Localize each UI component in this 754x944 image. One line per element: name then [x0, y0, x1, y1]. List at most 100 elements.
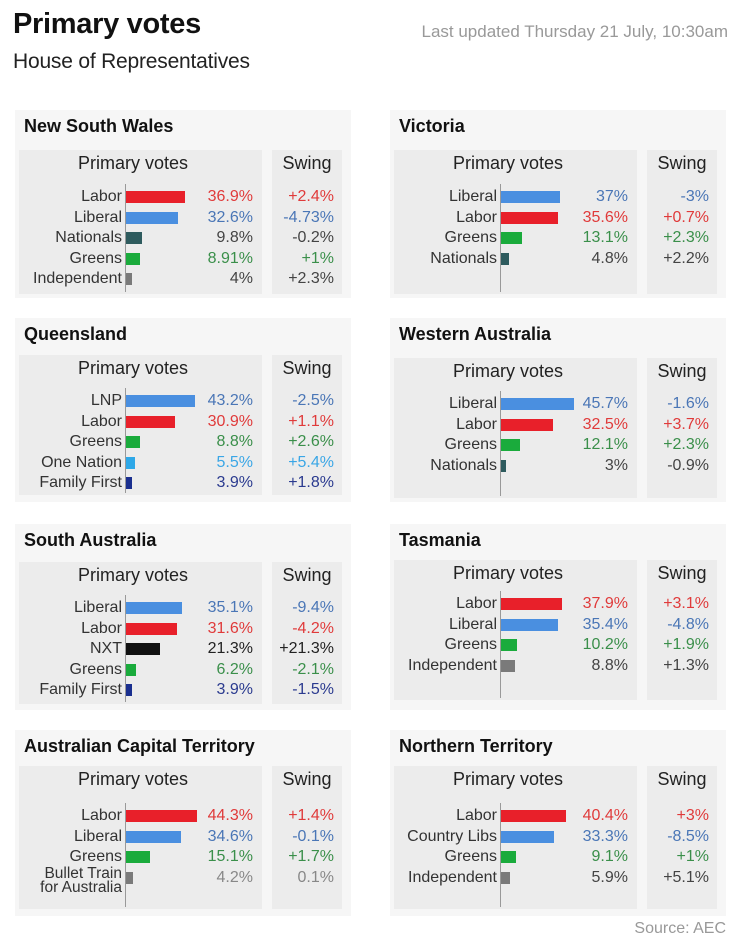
swing-value-labor: +1.1%: [288, 412, 334, 430]
swing-value-liberal: -4.73%: [283, 208, 334, 226]
vote-value-liberal: 45.7%: [582, 395, 628, 412]
vote-value-greens: 12.1%: [582, 436, 628, 453]
swing-value-family-first: -1.5%: [292, 681, 334, 698]
primary-votes-box: Primary votes Liberal 37% Labor 35.6% Greens 1…: [394, 150, 637, 294]
party-label-independent: Independent: [408, 868, 497, 886]
panel-northern-territory: Northern Territory Primary votes Labor 40.4…: [390, 730, 726, 916]
vote-value-greens: 9.1%: [591, 848, 628, 865]
primary-votes-header: Primary votes: [77, 565, 189, 585]
party-label-liberal: Liberal: [448, 188, 497, 205]
party-label-labor: Labor: [456, 415, 497, 433]
vote-bar-independent: [501, 659, 516, 672]
bar-axis: [500, 184, 501, 292]
source-note: Source: AEC: [634, 920, 726, 937]
vote-bar-liberal: [501, 191, 561, 203]
vote-bar-greens: [126, 252, 141, 265]
vote-bar-greens: [501, 439, 521, 451]
panel-title: Northern Territory: [399, 736, 553, 756]
party-label-liberal: Liberal: [73, 208, 122, 226]
swing-value-liberal: -1.6%: [667, 395, 709, 412]
bar-axis: [125, 595, 126, 702]
vote-bar-labor: [126, 622, 177, 635]
party-label-greens: Greens: [69, 433, 122, 450]
party-label-lnp: LNP: [90, 392, 122, 409]
swing-value-independent: +1.3%: [663, 656, 709, 674]
swing-value-labor: -4.2%: [292, 619, 334, 637]
bar-axis: [500, 391, 501, 496]
swing-header: Swing: [657, 153, 707, 173]
vote-bar-labor: [501, 418, 553, 431]
page-title: Primary votes: [13, 8, 201, 40]
vote-value-one-nation: 5.5%: [216, 453, 253, 471]
last-updated: Last updated Thursday 21 July, 10:30am: [421, 22, 728, 41]
swing-header: Swing: [282, 565, 332, 585]
swing-value-labor: +3%: [676, 807, 709, 824]
panel-queensland: Queensland Primary votes LNP 43.2% Labor 30.9…: [15, 318, 351, 502]
vote-bar-independent: [501, 871, 511, 884]
panel-title: New South Wales: [24, 116, 174, 136]
swing-value-liberal: -4.8%: [667, 615, 709, 633]
swing-value-family-first: +1.8%: [288, 474, 334, 491]
vote-bar-labor: [501, 211, 558, 224]
vote-bar-greens: [126, 436, 141, 448]
panel-tasmania: Tasmania Primary votes Labor 37.9% Liberal 35…: [390, 524, 726, 710]
party-label-liberal: Liberal: [448, 615, 497, 633]
party-label-greens: Greens: [444, 636, 497, 653]
vote-bar-labor: [126, 191, 186, 203]
swing-box: Swing -9.4% -4.2% +21.3% -2.1% -1.5%: [272, 562, 342, 704]
swing-value-greens: +2.3%: [663, 229, 709, 246]
vote-bar-greens: [126, 663, 136, 676]
vote-bar-bullet-train-for-australia: [126, 871, 133, 884]
swing-header: Swing: [657, 361, 707, 381]
vote-value-liberal: 32.6%: [207, 208, 253, 226]
party-label-liberal: Liberal: [448, 395, 497, 412]
vote-bar-lnp: [126, 395, 196, 407]
swing-header: Swing: [657, 769, 707, 789]
party-label-labor: Labor: [456, 208, 497, 226]
vote-value-labor: 31.6%: [207, 619, 253, 637]
primary-votes-header: Primary votes: [452, 769, 564, 789]
vote-value-bullet-train-for-australia: 4.2%: [216, 868, 253, 886]
page-subtitle: House of Representatives: [13, 50, 250, 73]
vote-value-greens: 8.91%: [207, 249, 253, 267]
vote-value-liberal: 35.4%: [582, 615, 628, 633]
vote-value-liberal: 37%: [595, 188, 628, 205]
party-label-nationals: Nationals: [430, 456, 497, 474]
swing-value-bullet-train-for-australia: 0.1%: [297, 868, 334, 886]
bar-axis: [125, 184, 126, 292]
bar-axis: [125, 388, 126, 493]
panel-title: Western Australia: [399, 324, 552, 344]
party-label-labor: Labor: [81, 188, 122, 205]
primary-votes-box: Primary votes LNP 43.2% Labor 30.9% Greens 8.8…: [19, 355, 262, 495]
vote-value-nxt: 21.3%: [207, 640, 253, 657]
swing-box: Swing +3.1% -4.8% +1.9% +1.3%: [647, 560, 717, 700]
vote-value-greens: 8.8%: [216, 433, 253, 450]
vote-bar-greens: [126, 851, 151, 863]
vote-bar-nxt: [126, 643, 161, 655]
swing-box: Swing +1.4% -0.1% +1.7% 0.1%: [272, 766, 342, 909]
party-label-labor: Labor: [81, 619, 122, 637]
party-label-nxt: NXT: [90, 640, 122, 657]
vote-value-family-first: 3.9%: [216, 474, 253, 491]
swing-value-labor: +0.7%: [663, 208, 709, 226]
vote-value-liberal: 35.1%: [207, 599, 253, 616]
swing-value-greens: +2.3%: [663, 436, 709, 453]
swing-value-liberal: -9.4%: [292, 599, 334, 616]
primary-votes-header: Primary votes: [77, 153, 189, 173]
party-label-greens: Greens: [69, 660, 122, 678]
vote-bar-one-nation: [126, 456, 135, 469]
vote-bar-labor: [501, 598, 562, 610]
swing-value-nationals: -0.9%: [667, 456, 709, 474]
swing-value-lnp: -2.5%: [292, 392, 334, 409]
vote-bar-country-libs: [501, 830, 555, 843]
party-label-family-first: Family First: [39, 681, 122, 698]
vote-value-family-first: 3.9%: [216, 681, 253, 698]
vote-value-liberal: 34.6%: [207, 827, 253, 845]
vote-bar-family-first: [126, 477, 133, 489]
vote-value-nationals: 4.8%: [591, 249, 628, 267]
vote-value-labor: 32.5%: [582, 415, 628, 433]
party-label-nationals: Nationals: [430, 249, 497, 267]
swing-value-one-nation: +5.4%: [288, 453, 334, 471]
vote-bar-independent: [126, 273, 133, 285]
vote-bar-greens: [501, 851, 516, 863]
